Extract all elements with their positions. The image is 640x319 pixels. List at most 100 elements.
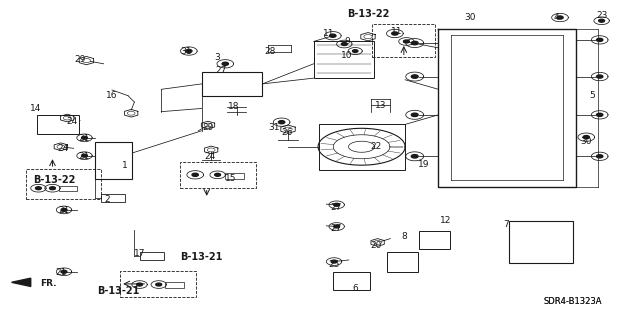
Text: 24: 24 xyxy=(66,117,77,126)
Text: SDR4-B1323A: SDR4-B1323A xyxy=(543,297,602,306)
Bar xyxy=(387,252,418,272)
Bar xyxy=(140,252,164,260)
Circle shape xyxy=(192,173,198,176)
Text: 21: 21 xyxy=(79,152,90,161)
Text: 9: 9 xyxy=(345,37,350,46)
Bar xyxy=(372,24,435,57)
Circle shape xyxy=(596,113,603,116)
Text: 18: 18 xyxy=(228,102,239,111)
Circle shape xyxy=(35,187,42,190)
Text: 30: 30 xyxy=(465,13,476,22)
Text: 5: 5 xyxy=(589,91,595,100)
Text: 22: 22 xyxy=(371,142,382,151)
Bar xyxy=(509,221,573,263)
Text: 30: 30 xyxy=(580,137,592,146)
Text: 24: 24 xyxy=(57,145,68,153)
Bar xyxy=(120,271,196,297)
Text: 31: 31 xyxy=(180,47,191,56)
Bar xyxy=(333,272,370,290)
Text: 26: 26 xyxy=(281,128,292,137)
Text: 31: 31 xyxy=(268,123,280,132)
Text: 29: 29 xyxy=(202,123,214,132)
Circle shape xyxy=(598,19,605,22)
Circle shape xyxy=(186,49,192,53)
Circle shape xyxy=(81,154,88,157)
Circle shape xyxy=(207,148,215,152)
Circle shape xyxy=(374,241,381,244)
Text: 21: 21 xyxy=(79,134,90,143)
Bar xyxy=(314,41,374,78)
Circle shape xyxy=(333,225,340,228)
Bar xyxy=(37,115,79,134)
Text: 10: 10 xyxy=(341,51,353,60)
Text: 21: 21 xyxy=(58,206,70,215)
Circle shape xyxy=(204,123,212,127)
Circle shape xyxy=(331,260,337,263)
Text: B-13-21: B-13-21 xyxy=(180,252,223,262)
Text: 11: 11 xyxy=(323,29,334,38)
Text: 15: 15 xyxy=(225,174,236,183)
Text: 7: 7 xyxy=(503,220,508,229)
Circle shape xyxy=(83,58,91,63)
Circle shape xyxy=(596,75,603,78)
Circle shape xyxy=(61,270,67,273)
Circle shape xyxy=(49,187,56,190)
Circle shape xyxy=(284,127,292,131)
Circle shape xyxy=(330,34,336,37)
Bar xyxy=(225,173,244,179)
Circle shape xyxy=(61,208,67,211)
Circle shape xyxy=(222,62,228,65)
Circle shape xyxy=(81,136,88,139)
Text: 25: 25 xyxy=(328,260,340,269)
Text: 11: 11 xyxy=(391,27,403,36)
Bar xyxy=(419,231,450,249)
Circle shape xyxy=(596,155,603,158)
Circle shape xyxy=(341,42,348,46)
Bar xyxy=(95,142,132,179)
Text: 20: 20 xyxy=(371,241,382,250)
Text: SDR4-B1323A: SDR4-B1323A xyxy=(543,297,602,306)
Circle shape xyxy=(353,50,358,52)
Text: 14: 14 xyxy=(29,104,41,113)
Text: 16: 16 xyxy=(106,91,118,100)
Circle shape xyxy=(412,41,418,45)
Text: 8: 8 xyxy=(402,232,407,241)
Circle shape xyxy=(156,283,162,286)
Text: 4: 4 xyxy=(554,13,559,22)
Text: B-13-21: B-13-21 xyxy=(97,286,140,296)
Circle shape xyxy=(333,203,340,206)
Text: B-13-22: B-13-22 xyxy=(33,175,76,185)
Circle shape xyxy=(63,116,71,120)
Circle shape xyxy=(136,283,143,286)
Text: 3: 3 xyxy=(215,53,220,62)
Text: 19: 19 xyxy=(418,160,429,169)
Bar xyxy=(319,124,405,170)
Text: 21: 21 xyxy=(55,268,67,277)
Text: 27: 27 xyxy=(330,203,342,212)
Text: 28: 28 xyxy=(264,47,276,56)
Bar xyxy=(26,169,101,199)
Text: 17: 17 xyxy=(134,249,145,258)
Text: FR.: FR. xyxy=(40,279,56,288)
Text: 2: 2 xyxy=(105,195,110,204)
Text: 6: 6 xyxy=(353,284,358,293)
Text: 27: 27 xyxy=(330,224,342,233)
Circle shape xyxy=(412,155,418,158)
Text: 23: 23 xyxy=(596,11,607,20)
Bar xyxy=(101,194,125,202)
Circle shape xyxy=(412,75,418,78)
Circle shape xyxy=(596,38,603,41)
Text: 27: 27 xyxy=(215,66,227,75)
Text: 13: 13 xyxy=(375,101,387,110)
Circle shape xyxy=(557,16,563,19)
Circle shape xyxy=(57,145,65,149)
Bar xyxy=(180,162,256,188)
Text: 29: 29 xyxy=(74,55,86,63)
Text: 12: 12 xyxy=(440,216,452,225)
Text: 1: 1 xyxy=(122,161,127,170)
Bar xyxy=(165,282,184,288)
Circle shape xyxy=(412,113,418,116)
Circle shape xyxy=(278,121,285,124)
Text: B-13-22: B-13-22 xyxy=(347,9,389,19)
Circle shape xyxy=(364,34,372,39)
